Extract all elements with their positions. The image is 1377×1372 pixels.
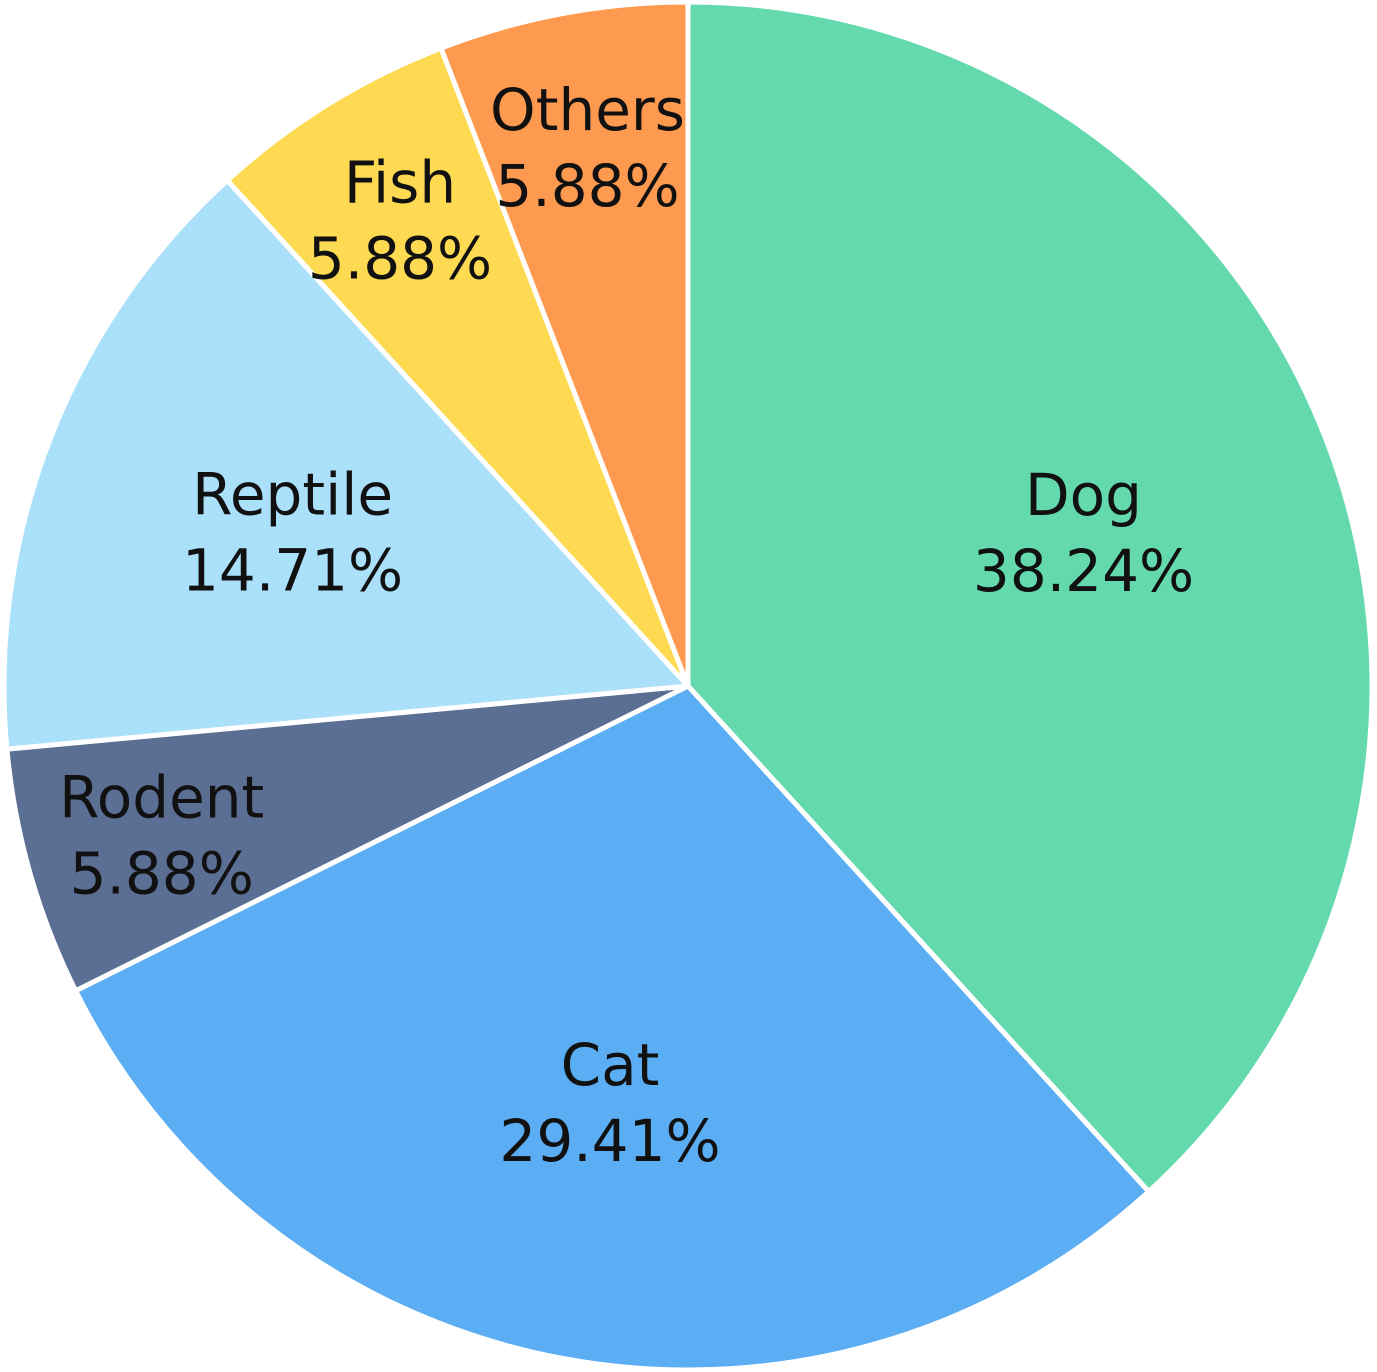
slice-value-others: 5.88% [495, 152, 679, 220]
slice-name-cat: Cat [561, 1031, 660, 1099]
slice-value-cat: 29.41% [499, 1107, 720, 1175]
slice-name-dog: Dog [1025, 461, 1142, 529]
slice-label-reptile: Reptile 14.71% [182, 461, 403, 605]
slice-value-reptile: 14.71% [182, 537, 403, 605]
slice-name-reptile: Reptile [192, 461, 393, 529]
slice-name-fish: Fish [344, 149, 456, 217]
slice-name-rodent: Rodent [59, 764, 264, 832]
slice-label-others: Others 5.88% [490, 76, 685, 220]
slice-name-others: Others [490, 76, 685, 144]
slice-label-fish: Fish 5.88% [308, 149, 492, 293]
pie-slice-reptile [1, 177, 691, 752]
slice-label-rodent: Rodent 5.88% [59, 764, 264, 908]
pie-slice-cat [73, 683, 1152, 1372]
pie-slice-others [438, 0, 691, 689]
pie-slice-dog [685, 0, 1375, 1195]
slice-value-rodent: 5.88% [70, 840, 254, 908]
slice-label-dog: Dog 38.24% [973, 461, 1194, 605]
slice-label-cat: Cat 29.41% [499, 1031, 720, 1175]
pie-labels: Dog 38.24% Cat 29.41% Rodent 5.88% Reptile 14.7… [59, 76, 1194, 1175]
slice-value-fish: 5.88% [308, 225, 492, 293]
slice-value-dog: 38.24% [973, 537, 1194, 605]
pie-slice-fish [224, 45, 691, 689]
pie-slice-rodent [4, 683, 691, 994]
